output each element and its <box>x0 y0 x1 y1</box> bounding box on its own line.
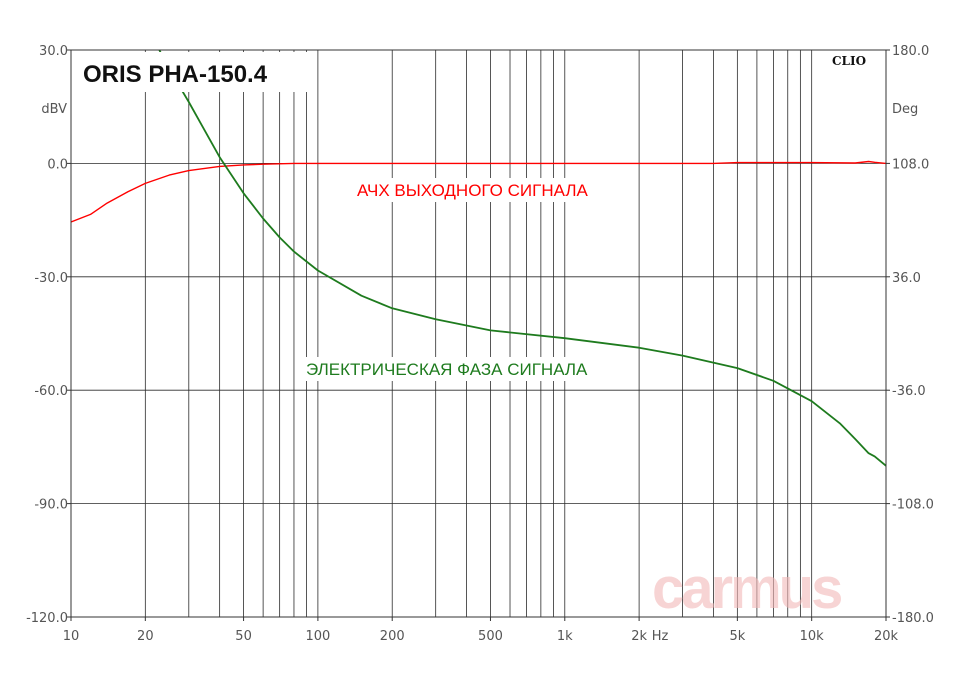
x-tick-label: 200 <box>380 629 405 644</box>
x-tick-label: 20 <box>137 629 154 644</box>
axis-ticks: 30.0 0.0 -30.0 -60.0 -90.0 -120.0 180.0 108.0 36… <box>26 44 934 644</box>
y-left-tick-label: -90.0 <box>34 498 68 513</box>
y-right-tick-label: 180.0 <box>892 44 929 59</box>
y-left-tick-label: -120.0 <box>26 611 68 626</box>
grid <box>71 50 886 617</box>
x-tick-label: 20k <box>874 629 899 644</box>
y-right-unit: Deg <box>892 102 918 117</box>
series-line-phase <box>158 50 886 467</box>
series-line-amplitude <box>71 160 886 223</box>
y-right-tick-label: 108.0 <box>892 157 929 172</box>
y-left-tick-label: -30.0 <box>34 271 68 286</box>
x-unit: Hz <box>652 629 669 644</box>
legend-box-amplitude <box>352 178 620 202</box>
brand-label: CLIO <box>832 54 866 68</box>
y-left-tick-label: 0.0 <box>47 157 68 172</box>
x-tick-label: 500 <box>478 629 503 644</box>
x-tick-label: 10 <box>63 629 80 644</box>
x-tick-label: 100 <box>305 629 330 644</box>
y-right-tick-label: -36.0 <box>892 384 926 399</box>
y-left-unit: dBV <box>41 102 67 117</box>
y-right-tick-label: -180.0 <box>892 611 934 626</box>
brand-box <box>826 52 872 70</box>
y-left-tick-label: -60.0 <box>34 384 68 399</box>
x-tick-label: 1k <box>557 629 573 644</box>
plot-background <box>71 50 886 617</box>
title-box <box>73 52 313 92</box>
legend-label-amplitude: АЧХ ВЫХОДНОГО СИГНАЛА <box>357 181 588 200</box>
chart-title: ORIS PHA-150.4 <box>83 61 268 88</box>
watermark-logo: carmus <box>652 556 841 621</box>
y-left-tick-label: 30.0 <box>39 44 68 59</box>
x-tick-label: 5k <box>729 629 745 644</box>
legend-box-phase <box>301 357 619 381</box>
x-tick-label: 10k <box>800 629 825 644</box>
y-right-tick-label: 36.0 <box>892 271 921 286</box>
legend-label-phase: ЭЛЕКТРИЧЕСКАЯ ФАЗА СИГНАЛА <box>306 360 588 379</box>
plot-frame <box>70 49 887 618</box>
y-right-tick-label: -108.0 <box>892 498 934 513</box>
x-tick-label: 50 <box>235 629 252 644</box>
series-layer <box>71 50 886 467</box>
x-tick-label: 2k <box>631 629 647 644</box>
